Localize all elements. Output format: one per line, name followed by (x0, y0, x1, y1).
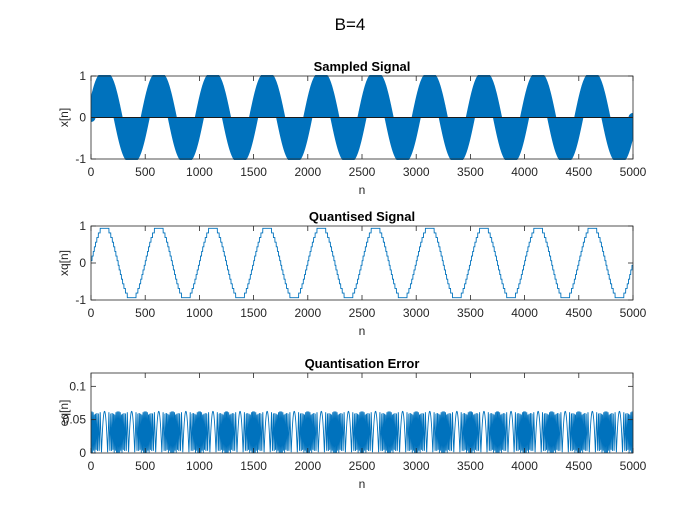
x-tick-label: 4000 (511, 306, 538, 320)
y-tick-label: 1 (79, 219, 86, 233)
x-tick-label: 3500 (457, 165, 484, 179)
x-tick-label: 1000 (186, 165, 213, 179)
panel-title: Sampled Signal (314, 59, 411, 74)
series-line (91, 227, 633, 299)
chart-panel-error: 0 500 1000 1500 2000 2500 3000 3500 4000 4500 5000… (57, 356, 647, 491)
x-axis-label: n (359, 477, 366, 491)
y-axis-label: xq[n] (57, 250, 71, 276)
x-tick-label: 1000 (186, 459, 213, 473)
y-tick-label: 0.1 (69, 379, 86, 393)
series-line (91, 410, 633, 453)
x-tick-label: 4500 (565, 165, 592, 179)
x-tick-label: 2500 (349, 459, 376, 473)
x-tick-label: 500 (135, 459, 155, 473)
x-tick-label: 1500 (240, 306, 267, 320)
x-tick-label: 3000 (403, 165, 430, 179)
x-tick-label: 500 (135, 165, 155, 179)
x-tick-label: 4000 (511, 459, 538, 473)
y-axis-label: eq[n] (57, 400, 71, 427)
x-tick-label: 4500 (565, 459, 592, 473)
x-tick-label: 4000 (511, 165, 538, 179)
x-tick-label: 500 (135, 306, 155, 320)
x-tick-label: 0 (88, 306, 95, 320)
x-axis-label: n (359, 324, 366, 338)
x-tick-label: 2500 (349, 306, 376, 320)
x-tick-label: 2000 (294, 459, 321, 473)
x-tick-label: 4500 (565, 306, 592, 320)
panel-title: Quantised Signal (309, 209, 415, 224)
x-tick-label: 1500 (240, 459, 267, 473)
y-tick-label: -1 (75, 152, 86, 166)
y-tick-label: 0 (79, 446, 86, 460)
y-tick-label: 0.05 (63, 413, 87, 427)
figure-title: B=4 (335, 15, 366, 34)
chart-panel-quantised: 0 500 1000 1500 2000 2500 3000 3500 4000 4500 5000… (57, 209, 647, 338)
x-tick-label: 3000 (403, 459, 430, 473)
data-layer (91, 75, 633, 160)
x-tick-label: 5000 (620, 165, 647, 179)
x-tick-label: 5000 (620, 459, 647, 473)
x-tick-label: 2500 (349, 165, 376, 179)
x-tick-label: 2000 (294, 165, 321, 179)
x-tick-label: 0 (88, 459, 95, 473)
x-tick-label: 1000 (186, 306, 213, 320)
data-layer (91, 227, 633, 299)
x-tick-label: 2000 (294, 306, 321, 320)
x-tick-label: 3500 (457, 306, 484, 320)
y-tick-label: 1 (79, 69, 86, 83)
x-tick-label: 3000 (403, 306, 430, 320)
data-layer (91, 410, 633, 453)
x-tick-label: 5000 (620, 306, 647, 320)
y-tick-label: 0 (79, 111, 86, 125)
x-tick-label: 1500 (240, 165, 267, 179)
chart-panel-sampled: 0 500 1000 1500 2000 2500 3000 3500 4000 4500 5000… (57, 59, 647, 197)
y-tick-label: -1 (75, 293, 86, 307)
x-axis-label: n (359, 183, 366, 197)
x-tick-label: 0 (88, 165, 95, 179)
y-axis-label: x[n] (57, 108, 71, 127)
y-tick-label: 0 (79, 256, 86, 270)
panel-title: Quantisation Error (305, 356, 420, 371)
x-tick-label: 3500 (457, 459, 484, 473)
